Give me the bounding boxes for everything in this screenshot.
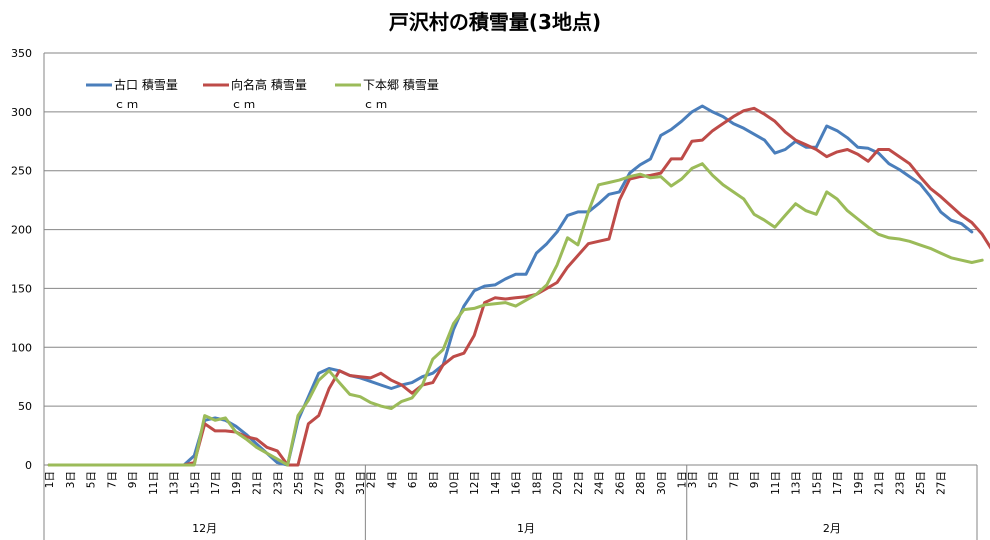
x-tick-label: 3日 [687,471,699,488]
x-tick-label: 7日 [728,471,740,488]
y-tick-label: 250 [11,165,32,178]
month-label: 1月 [517,522,535,535]
x-tick-label: 25日 [915,471,927,495]
x-tick-label: 29日 [334,471,346,495]
y-tick-label: 350 [11,47,32,60]
x-tick-label: 8日 [428,471,440,488]
x-tick-label: 27日 [314,471,326,495]
legend-unit: ｃｍ [231,98,257,111]
x-tick-label: 27日 [936,471,948,495]
y-tick-label: 150 [11,282,32,295]
x-tick-label: 14日 [490,471,502,495]
x-tick-label: 21日 [874,471,886,495]
x-tick-label: 23日 [272,471,284,495]
y-tick-label: 300 [11,106,32,119]
legend-label: 古口 積雪量 [114,77,178,92]
x-tick-label: 21日 [252,471,264,495]
legend-label: 向名高 積雪量 [231,77,307,92]
legend-unit: ｃｍ [114,98,140,111]
x-tick-label: 15日 [811,471,823,495]
x-tick-label: 1日 [44,471,56,488]
x-tick-label: 5日 [86,471,98,488]
y-tick-label: 200 [11,224,32,237]
x-tick-label: 2日 [366,471,378,488]
x-tick-label: 11日 [148,471,160,495]
x-tick-label: 1日 [677,471,689,488]
month-label: 12月 [192,522,217,535]
x-tick-label: 26日 [614,471,626,495]
y-tick-label: 50 [18,400,32,413]
x-tick-label: 17日 [832,471,844,495]
chart-title: 戸沢村の積雪量(3地点) [388,10,602,34]
x-tick-label: 20日 [552,471,564,495]
x-tick-label: 3日 [65,471,77,488]
y-tick-label: 100 [11,341,32,354]
x-tick-label: 23日 [894,471,906,495]
x-tick-label: 31日 [355,471,367,495]
x-tick-label: 5日 [708,471,720,488]
x-tick-label: 17日 [210,471,222,495]
x-tick-label: 11日 [770,471,782,495]
x-tick-label: 19日 [231,471,243,495]
x-tick-label: 25日 [293,471,305,495]
x-tick-label: 9日 [127,471,139,488]
x-tick-label: 16日 [511,471,523,495]
x-tick-label: 4日 [386,471,398,488]
x-tick-label: 28日 [635,471,647,495]
series-line [47,106,990,467]
x-tick-label: 15日 [189,471,201,495]
x-tick-label: 13日 [169,471,181,495]
legend-unit: ｃｍ [363,98,389,111]
x-tick-label: 6日 [407,471,419,488]
x-tick-label: 19日 [853,471,865,495]
series-line [47,162,984,467]
legend-label: 下本郷 積雪量 [363,77,439,92]
y-tick-label: 0 [25,459,32,472]
x-tick-label: 30日 [656,471,668,495]
x-tick-label: 13日 [791,471,803,495]
x-tick-label: 24日 [594,471,606,495]
series-line [47,104,974,467]
x-tick-label: 18日 [531,471,543,495]
x-tick-label: 22日 [573,471,585,495]
x-tick-label: 12日 [469,471,481,495]
month-label: 2月 [823,522,841,535]
x-tick-label: 7日 [106,471,118,488]
x-tick-label: 10日 [448,471,460,495]
x-tick-label: 9日 [749,471,761,488]
